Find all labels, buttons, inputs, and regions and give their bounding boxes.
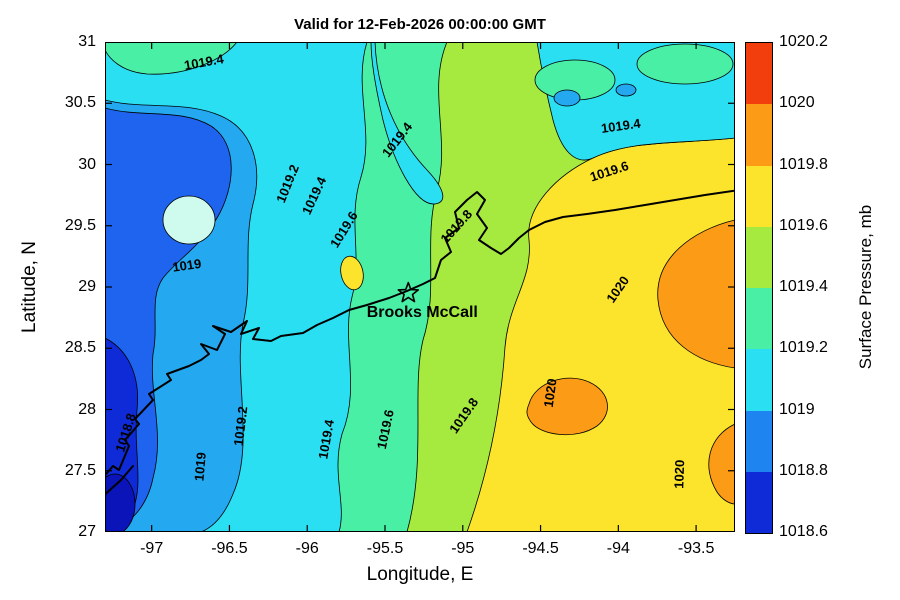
- y-tick-label: 28.5: [64, 339, 96, 357]
- station-label: Brooks McCall: [367, 304, 478, 321]
- colorbar: [745, 42, 773, 534]
- colorbar-segment: [746, 349, 772, 411]
- x-tick-label: -94.5: [522, 540, 559, 557]
- x-tick-label: -96: [295, 540, 319, 557]
- colorbar-tick-label: 1019.4: [779, 278, 828, 295]
- contour-label: 1020: [671, 460, 687, 489]
- coastline: [105, 189, 735, 496]
- x-tick-label: -95.5: [366, 540, 404, 557]
- colorbar-segment: [746, 104, 772, 166]
- axis-tick-marks: [105, 42, 735, 532]
- contour-label: 1019.2: [231, 406, 251, 447]
- y-tick-label: 29.5: [64, 216, 96, 234]
- band-orange-southeast: [708, 423, 735, 505]
- contour-label: 1019.4: [600, 115, 642, 135]
- colorbar-segment: [746, 471, 772, 533]
- y-tick-label: 27: [78, 523, 96, 540]
- band-pale-spot: [162, 195, 216, 245]
- colorbar-tick-label: 1018.8: [779, 461, 828, 479]
- plot-title: Valid for 12-Feb-2026 00:00:00 GMT: [294, 16, 546, 33]
- contour-label: 1019.4: [183, 51, 226, 73]
- y-tick-label: 30.5: [64, 94, 96, 112]
- colorbar-tick-label: 1020: [779, 94, 815, 112]
- colorbar-segment: [746, 226, 772, 288]
- station-star-marker: [397, 281, 420, 303]
- contour-label: 1019: [171, 256, 202, 275]
- colorbar-segment: [746, 165, 772, 227]
- y-axis-label: Latitude, N: [19, 241, 40, 333]
- x-tick-label: -94: [606, 540, 630, 557]
- y-tick-label: 29: [78, 278, 96, 295]
- colorbar-tick-label: 1019.6: [779, 216, 828, 234]
- band-blue-dot-1: [553, 89, 581, 107]
- contour-label: 1019.4: [315, 418, 337, 461]
- x-tick-label: -96.5: [211, 540, 248, 557]
- colorbar-tick-label: 1019.8: [779, 155, 828, 173]
- x-tick-label: -97: [140, 540, 164, 557]
- colorbar-tick-label: 1019: [779, 400, 815, 418]
- band-orange-east: [657, 219, 735, 369]
- y-tick-label: 28: [78, 400, 96, 418]
- plot-area: 1019.4 1019.4 1019.4 1019.2 1019.4 1019.6 1019…: [105, 42, 735, 532]
- colorbar-tick-label: 1020.2: [779, 33, 828, 50]
- colorbar-tick-label: 1019.2: [779, 339, 828, 357]
- x-tick-label: -95: [451, 540, 475, 557]
- band-teal-topright-1: [636, 43, 734, 85]
- x-tick-label: -93.5: [677, 540, 715, 557]
- y-tick-label: 27.5: [64, 461, 96, 479]
- contour-label: 1019: [191, 452, 208, 482]
- x-axis-label: Longitude, E: [366, 564, 474, 585]
- colorbar-tick-label: 1018.6: [779, 523, 828, 540]
- plot-border: [105, 42, 735, 532]
- colorbar-segment: [746, 288, 772, 350]
- colorbar-label: Surface Pressure, mb: [856, 204, 875, 370]
- contour-bands: [105, 42, 735, 532]
- band-blue-dot-2: [615, 83, 637, 97]
- band-cyan-tongue: [370, 42, 444, 205]
- y-tick-label: 31: [78, 33, 96, 50]
- colorbar-segment: [746, 410, 772, 472]
- y-tick-label: 30: [78, 155, 96, 173]
- band-teal-topleft: [105, 42, 238, 75]
- band-orange-south: [526, 377, 608, 436]
- band-yellow-spot: [340, 255, 364, 291]
- contour-label: 1020: [541, 378, 560, 409]
- colorbar-segment: [746, 43, 772, 105]
